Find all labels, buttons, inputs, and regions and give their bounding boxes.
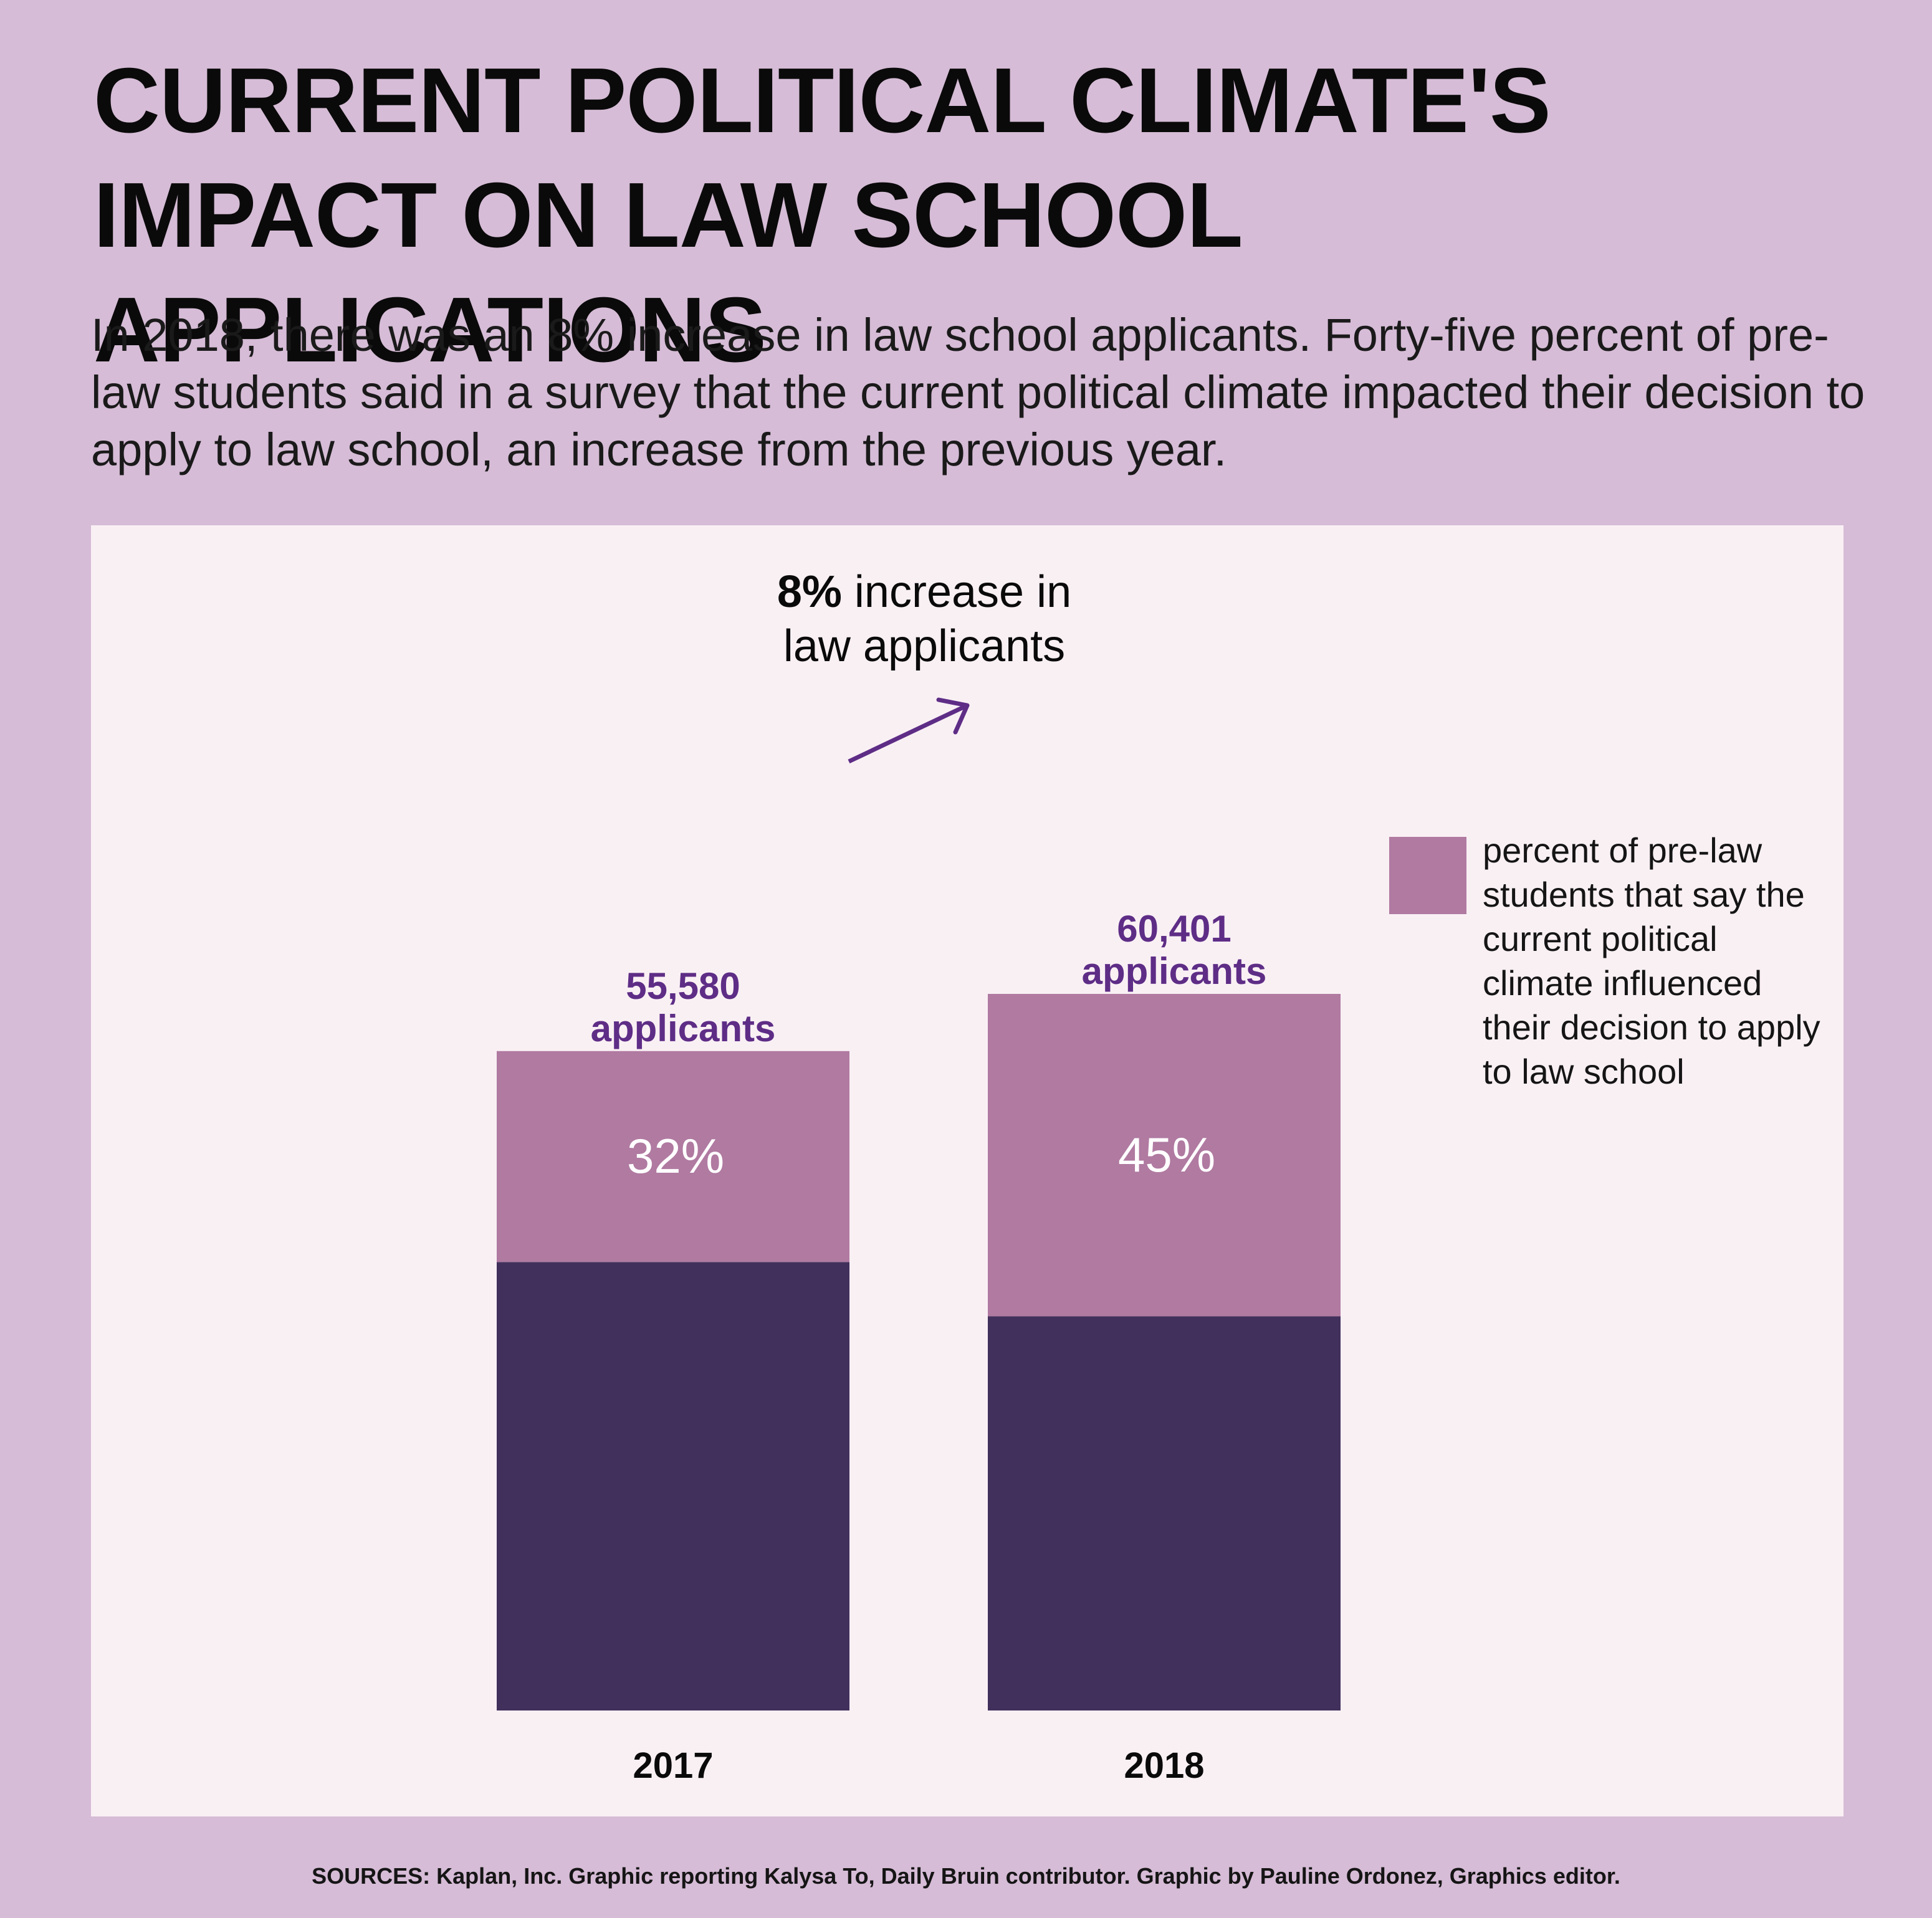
total-unit-2017: applicants <box>591 1008 776 1049</box>
x-tick-label-2018: 2018 <box>1124 1745 1204 1786</box>
bars-group <box>497 994 1341 1710</box>
sources-credit: SOURCES: Kaplan, Inc. Graphic reporting … <box>312 1863 1620 1889</box>
annotation-line-2: law applicants <box>783 621 1065 671</box>
total-label-2018: 60,401 <box>1117 908 1231 950</box>
bar-chart: 32%55,580applicants201745%60,401applican… <box>497 567 1341 1786</box>
total-unit-2018: applicants <box>1082 950 1267 992</box>
percent-label-2017: 32% <box>627 1128 724 1183</box>
bar-base-2017 <box>497 1262 849 1710</box>
legend-swatch <box>1389 837 1466 914</box>
chart-subtitle: In 2018, there was an 8% increase in law… <box>91 309 1865 475</box>
legend-label: percent of pre-law students that say the… <box>1483 831 1820 1091</box>
annotation-line-1: 8% increase in <box>777 567 1071 617</box>
increase-arrow-head <box>936 697 970 735</box>
bar-influenced-2017 <box>497 1051 849 1262</box>
chart-title: CURRENT POLITICAL CLIMATE'S IMPACT ON LA… <box>93 49 1551 381</box>
increase-arrow-line <box>848 703 968 764</box>
total-label-2017: 55,580 <box>626 965 740 1007</box>
chart-panel: 32% 55,580 applicants 2017 45% 60,401 applican… <box>91 525 1844 1816</box>
bar-influenced-2018 <box>988 994 1341 1317</box>
x-tick-label-2017: 2017 <box>633 1745 713 1786</box>
labels-group: 32%55,580applicants201745%60,401applican… <box>591 908 1267 1786</box>
bar-base-2018 <box>988 1316 1341 1710</box>
annotation-group: 8% increase in law applicants <box>777 567 1071 764</box>
percent-label-2018: 45% <box>1118 1127 1215 1182</box>
